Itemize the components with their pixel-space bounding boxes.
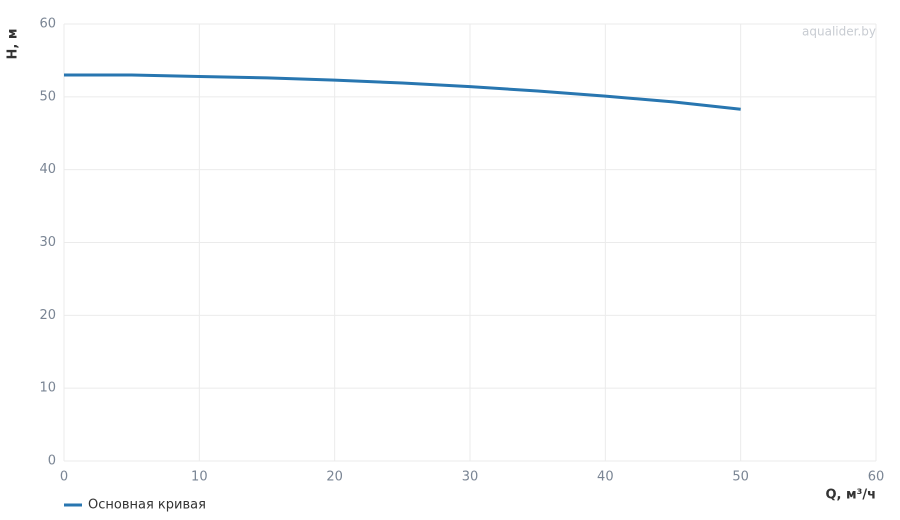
y-axis-label: H, м [6,29,21,60]
y-tick-label: 10 [39,381,56,396]
y-tick-label: 30 [39,235,56,250]
x-tick-label: 60 [868,470,885,485]
x-tick-label: 0 [60,470,68,485]
x-axis-label: Q, м³/ч [825,488,876,503]
y-tick-label: 20 [39,308,56,323]
x-tick-label: 20 [326,470,343,485]
x-tick-label: 40 [597,470,614,485]
x-tick-label: 30 [462,470,479,485]
x-tick-label: 10 [191,470,208,485]
y-tick-label: 0 [48,454,56,469]
y-tick-label: 40 [39,162,56,177]
series-line [64,73,741,111]
y-tick-label: 50 [39,89,56,104]
y-tick-label: 60 [39,17,56,32]
x-tick-label: 50 [732,470,749,485]
watermark: aqualider.by [802,25,876,39]
legend-label: Основная кривая [88,498,206,513]
